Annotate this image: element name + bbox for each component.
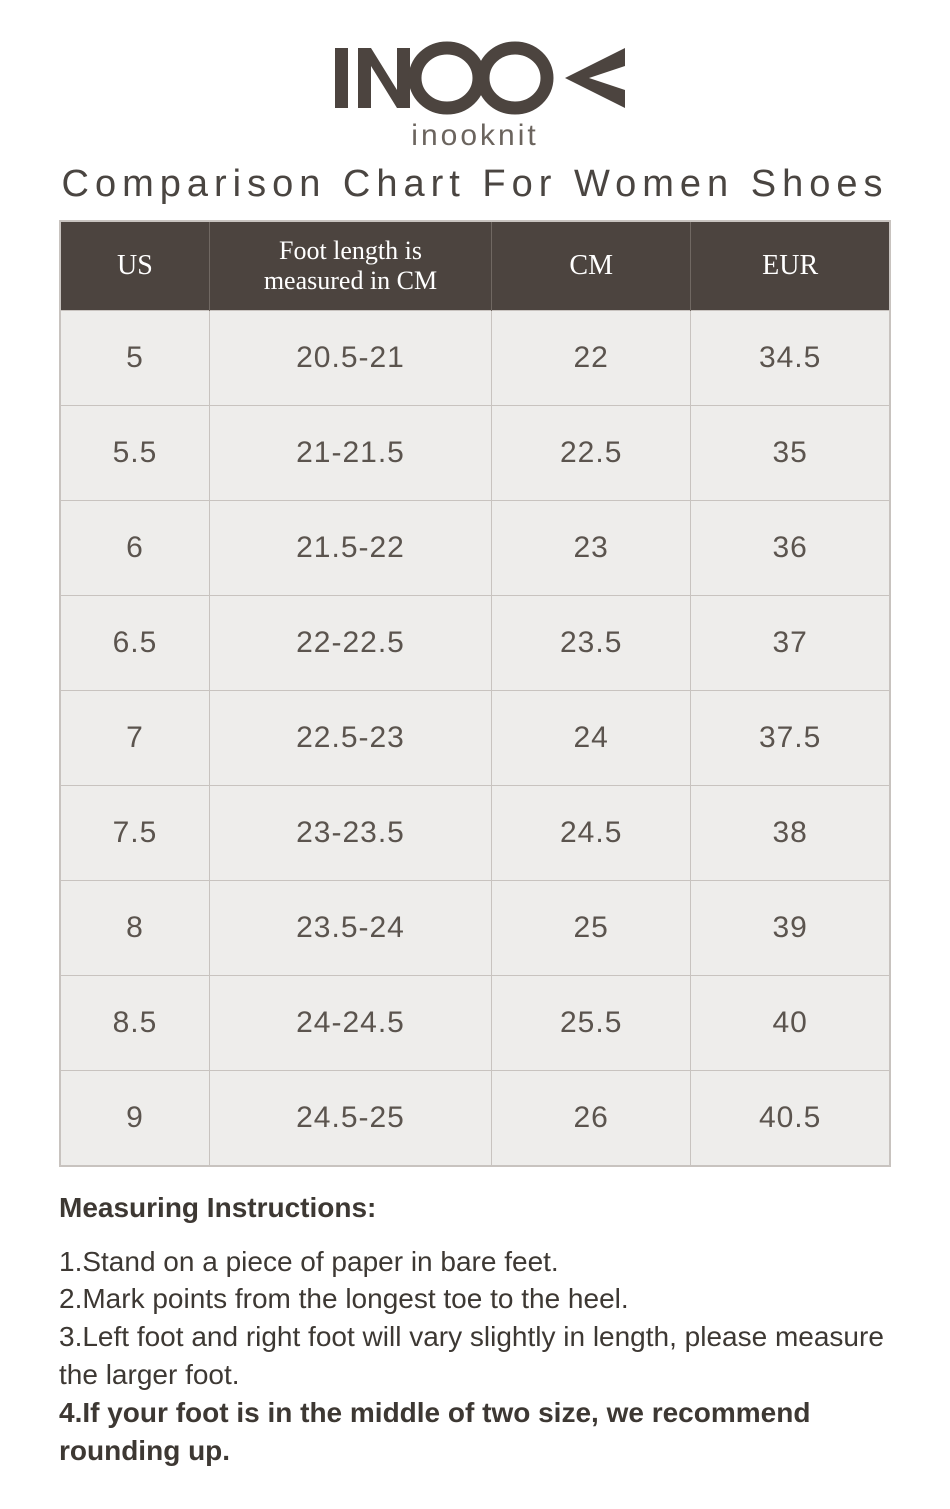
table-cell: 8 [60, 880, 209, 975]
table-cell: 26 [492, 1070, 691, 1166]
col-header-us: US [60, 221, 209, 310]
table-cell: 6 [60, 500, 209, 595]
table-row: 520.5-212234.5 [60, 310, 890, 405]
brand-name: inooknit [0, 119, 950, 153]
table-cell: 22.5 [492, 405, 691, 500]
table-cell: 34.5 [691, 310, 890, 405]
table-row: 621.5-222336 [60, 500, 890, 595]
measuring-instructions: Measuring Instructions: 1.Stand on a pie… [59, 1189, 891, 1470]
size-chart-table: US Foot length is measured in CM CM EUR … [59, 220, 891, 1167]
table-cell: 23.5 [492, 595, 691, 690]
table-cell: 20.5-21 [209, 310, 491, 405]
instruction-line: 3.Left foot and right foot will vary sli… [59, 1318, 891, 1394]
table-row: 924.5-252640.5 [60, 1070, 890, 1166]
table-cell: 8.5 [60, 975, 209, 1070]
table-cell: 35 [691, 405, 890, 500]
table-cell: 7.5 [60, 785, 209, 880]
table-cell: 5.5 [60, 405, 209, 500]
table-row: 8.524-24.525.540 [60, 975, 890, 1070]
table-cell: 39 [691, 880, 890, 975]
instructions-heading: Measuring Instructions: [59, 1189, 891, 1227]
table-cell: 22.5-23 [209, 690, 491, 785]
table-cell: 40.5 [691, 1070, 890, 1166]
table-cell: 36 [691, 500, 890, 595]
instruction-line: 4.If your foot is in the middle of two s… [59, 1394, 891, 1470]
table-cell: 23.5-24 [209, 880, 491, 975]
table-row: 6.522-22.523.537 [60, 595, 890, 690]
table-row: 722.5-232437.5 [60, 690, 890, 785]
brand-logo: inooknit [0, 0, 950, 153]
col-header-eur: EUR [691, 221, 890, 310]
table-cell: 21.5-22 [209, 500, 491, 595]
table-cell: 9 [60, 1070, 209, 1166]
table-cell: 37 [691, 595, 890, 690]
table-cell: 7 [60, 690, 209, 785]
table-header-row: US Foot length is measured in CM CM EUR [60, 221, 890, 310]
chart-title: Comparison Chart For Women Shoes [0, 163, 950, 206]
inook-logo-icon [325, 40, 625, 118]
table-row: 5.521-21.522.535 [60, 405, 890, 500]
table-cell: 5 [60, 310, 209, 405]
instruction-line: 2.Mark points from the longest toe to th… [59, 1280, 891, 1318]
col-header-foot: Foot length is measured in CM [209, 221, 491, 310]
col-header-cm: CM [492, 221, 691, 310]
table-cell: 25.5 [492, 975, 691, 1070]
table-cell: 23 [492, 500, 691, 595]
table-row: 7.523-23.524.538 [60, 785, 890, 880]
table-cell: 22 [492, 310, 691, 405]
table-cell: 25 [492, 880, 691, 975]
table-cell: 21-21.5 [209, 405, 491, 500]
table-cell: 24.5 [492, 785, 691, 880]
table-row: 823.5-242539 [60, 880, 890, 975]
col-header-foot-text: Foot length is measured in CM [264, 236, 437, 295]
table-cell: 22-22.5 [209, 595, 491, 690]
table-cell: 24-24.5 [209, 975, 491, 1070]
table-cell: 40 [691, 975, 890, 1070]
table-cell: 24 [492, 690, 691, 785]
table-cell: 6.5 [60, 595, 209, 690]
table-cell: 38 [691, 785, 890, 880]
table-cell: 24.5-25 [209, 1070, 491, 1166]
table-cell: 37.5 [691, 690, 890, 785]
instruction-line: 1.Stand on a piece of paper in bare feet… [59, 1243, 891, 1281]
table-cell: 23-23.5 [209, 785, 491, 880]
